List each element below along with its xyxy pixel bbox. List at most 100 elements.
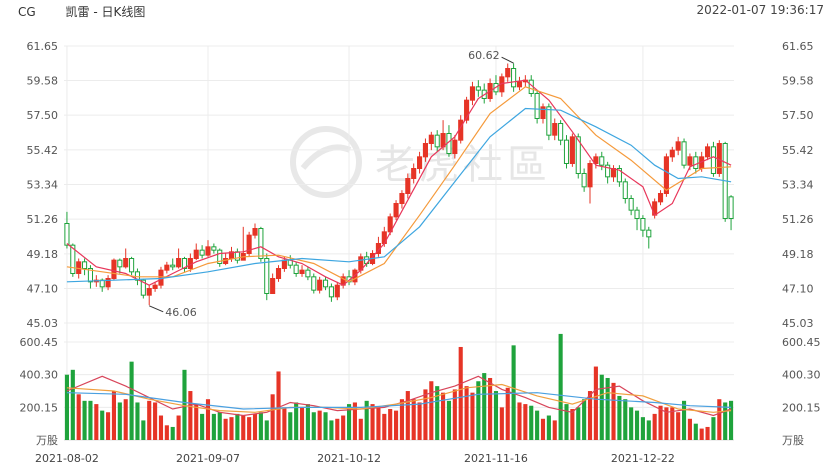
candle-body — [199, 249, 205, 256]
candle-body — [640, 218, 646, 231]
ma-line-ma10 — [66, 86, 732, 283]
candle-body — [417, 156, 423, 169]
volume-bar — [464, 386, 469, 440]
volume-bar — [141, 420, 146, 440]
candle-body — [452, 139, 458, 155]
x-tick-label: 2021-08-02 — [35, 452, 99, 465]
vol-tick-label-right: 600.45 — [782, 336, 821, 349]
y-tick-label-left: 57.50 — [27, 109, 59, 122]
vol-tick-label-right: 200.15 — [782, 401, 821, 414]
volume-bar — [364, 400, 369, 440]
candle-body — [569, 136, 575, 164]
volume-bar — [417, 402, 422, 440]
timestamp: 2022-01-07 19:36:17 — [696, 3, 824, 17]
candle-body — [540, 106, 546, 120]
candle-body — [170, 264, 176, 268]
candle-body — [152, 284, 158, 289]
volume-bar — [323, 412, 328, 440]
candle-body — [399, 193, 405, 204]
vol-tick-label-right: 400.30 — [782, 369, 821, 382]
chart-header: CG 凯雷 - 日K线图 — [18, 3, 145, 20]
volume-bar — [352, 402, 357, 440]
volume-bar — [452, 389, 457, 440]
candle-body — [275, 268, 282, 279]
volume-bar — [564, 404, 569, 440]
volume-bar — [276, 371, 281, 440]
y-tick-label-left: 47.10 — [27, 283, 59, 296]
candle-body — [176, 258, 182, 268]
ma-line-ma5 — [66, 79, 732, 286]
candle-body — [258, 228, 264, 259]
candle-body — [663, 156, 669, 194]
volume-bar — [540, 418, 546, 440]
volume-bar — [200, 413, 205, 440]
volume-bar — [670, 407, 675, 440]
volume-bar — [458, 346, 463, 440]
volume-bar — [270, 394, 275, 440]
candle-body — [434, 134, 440, 148]
candle-body — [246, 234, 252, 255]
volume-bar — [176, 415, 181, 440]
candle-body — [552, 123, 558, 136]
volume-bar — [505, 387, 510, 440]
volume-bar — [182, 369, 187, 440]
volume-bar — [129, 361, 134, 440]
candle-body — [317, 279, 323, 291]
volume-bar — [282, 407, 287, 440]
y-tick-label-left: 59.58 — [27, 75, 59, 88]
volume-bar — [717, 399, 722, 440]
volume-bar — [664, 407, 669, 440]
volume-bar — [611, 382, 616, 440]
y-tick-label-right: 61.65 — [782, 40, 814, 53]
candle-body — [422, 143, 429, 158]
candle-body — [129, 258, 135, 273]
volume-bar — [241, 415, 246, 440]
volume-bar — [388, 408, 393, 440]
candle-body — [575, 136, 581, 174]
volume-bar — [582, 399, 587, 440]
volume-bar — [188, 391, 193, 440]
candle-body — [546, 106, 552, 136]
candle-body — [405, 178, 411, 194]
candle-body — [217, 249, 223, 265]
volume-bar — [629, 407, 634, 440]
volume-bar — [317, 410, 322, 440]
candle-body — [352, 269, 358, 283]
candle-body — [211, 246, 217, 251]
candle-body — [534, 93, 540, 119]
candle-body — [105, 278, 111, 288]
volume-bar — [435, 386, 440, 440]
high-marker-label: 60.62 — [468, 49, 500, 62]
candle-body — [193, 249, 199, 260]
volume-bar — [558, 333, 563, 440]
low-marker-line — [149, 305, 164, 313]
candle-body — [710, 146, 716, 174]
candle-body — [205, 246, 211, 256]
high-marker-line — [501, 56, 514, 64]
volume-bar — [76, 394, 81, 440]
candle-body — [252, 228, 258, 236]
volume-bar — [470, 392, 475, 440]
candle-body — [334, 284, 340, 298]
volume-bar — [252, 413, 258, 440]
vol-unit-label-right: 万股 — [782, 434, 804, 447]
volume-bar — [711, 417, 716, 440]
volume-bar — [681, 400, 687, 440]
volume-bar — [106, 412, 111, 440]
volume-bar — [258, 412, 263, 440]
volume-bar — [429, 381, 434, 440]
candle-body — [123, 258, 129, 268]
volume-bar — [82, 400, 87, 440]
volume-bar — [676, 412, 681, 440]
volume-bar — [623, 399, 628, 440]
volume-bar — [376, 407, 381, 440]
volume-bar — [211, 413, 216, 440]
volume-bar — [229, 417, 234, 440]
volume-bar — [634, 410, 640, 440]
candle-body — [704, 146, 711, 158]
volume-bar — [299, 407, 305, 440]
y-tick-label-right: 47.10 — [782, 283, 814, 296]
volume-bar — [405, 391, 410, 440]
y-tick-label-right: 59.58 — [782, 75, 814, 88]
candle-body — [587, 163, 593, 188]
